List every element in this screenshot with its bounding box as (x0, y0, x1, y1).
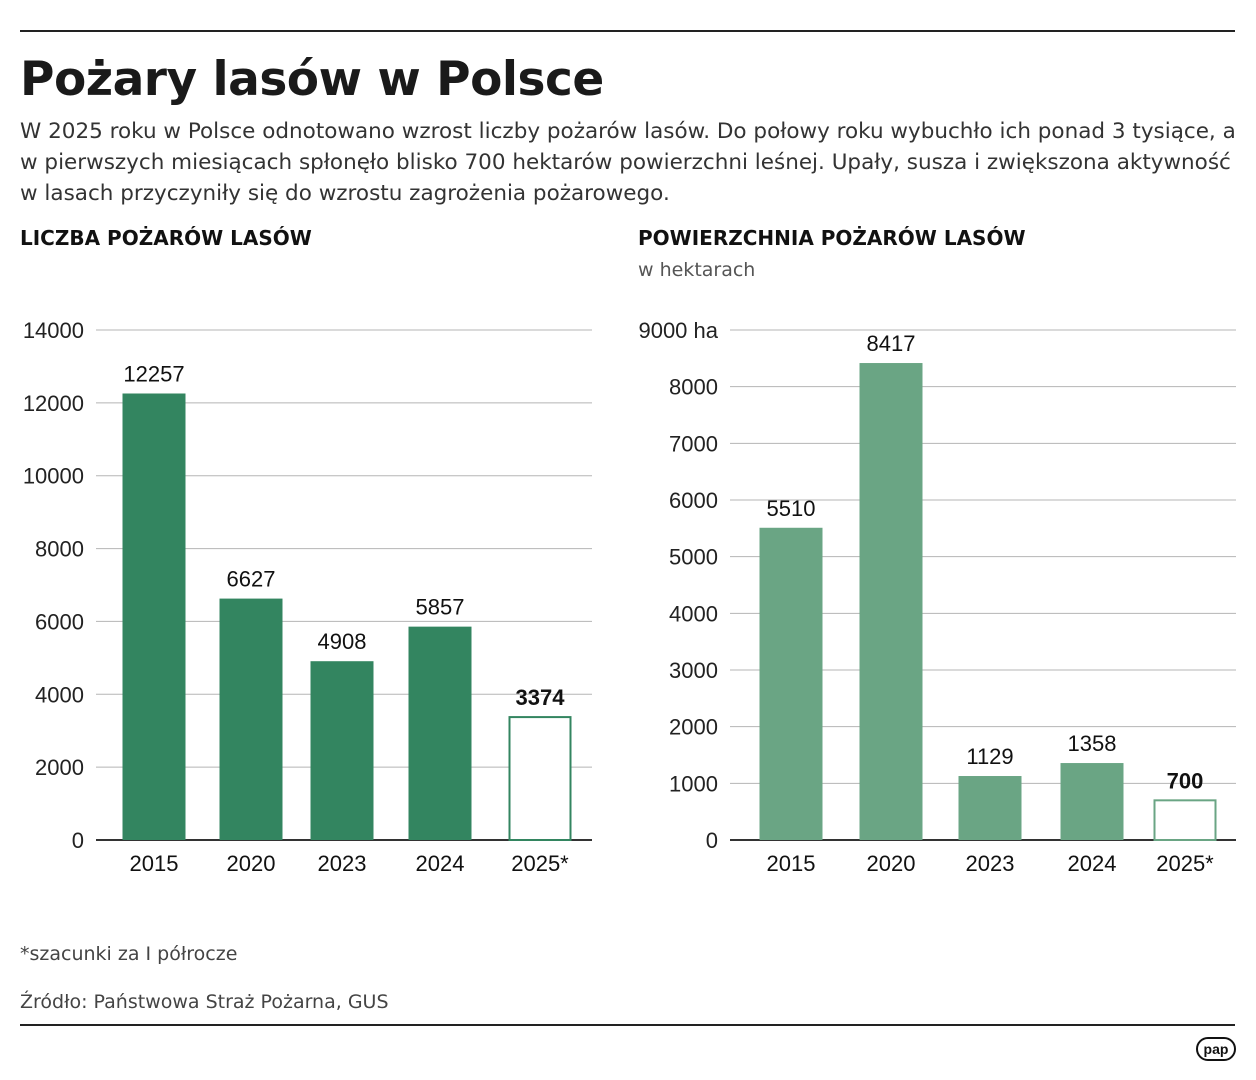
svg-text:pap: pap (1204, 1041, 1229, 1057)
y-tick-label: 0 (706, 828, 718, 853)
footnote: *szacunki za I półrocze (20, 943, 238, 965)
y-tick-label: 12000 (23, 391, 84, 416)
pap-logo: pap (1196, 1037, 1236, 1061)
bottom-rule (20, 1024, 1235, 1026)
data-label: 12257 (123, 361, 184, 386)
x-tick-label: 2020 (867, 851, 916, 876)
y-tick-label: 7000 (669, 431, 718, 456)
x-tick-label: 2024 (416, 851, 465, 876)
data-label: 3374 (516, 685, 566, 710)
x-tick-label: 2015 (130, 851, 179, 876)
bar (759, 527, 823, 840)
data-label: 4908 (318, 629, 367, 654)
y-tick-label: 2000 (669, 715, 718, 740)
bar (958, 776, 1022, 840)
data-label: 5510 (767, 496, 816, 521)
y-tick-label: 2000 (35, 755, 84, 780)
x-tick-label: 2020 (227, 851, 276, 876)
bar (122, 393, 186, 840)
x-tick-label: 2025* (1156, 851, 1214, 876)
data-label: 6627 (227, 567, 276, 592)
x-tick-label: 2025* (511, 851, 569, 876)
burned-area-chart: 0 1000 2000 3000 4000 5000 6000 7000 8000 9000 ha… (638, 318, 1236, 876)
y-tick-label: 9000 ha (638, 318, 718, 343)
fires-count-chart: 0 2000 4000 6000 8000 10000 12000 14000 12257 201… (23, 318, 592, 876)
y-tick-label: 3000 (669, 658, 718, 683)
y-tick-label: 8000 (35, 537, 84, 562)
x-tick-label: 2023 (318, 851, 367, 876)
bar (859, 363, 923, 840)
x-tick-label: 2015 (767, 851, 816, 876)
bar (310, 661, 374, 840)
y-tick-label: 1000 (669, 771, 718, 796)
page-title: Pożary lasów w Polsce (20, 52, 604, 107)
data-label: 1358 (1068, 731, 1117, 756)
data-label: 5857 (416, 595, 465, 620)
y-tick-label: 8000 (669, 375, 718, 400)
y-tick-label: 6000 (35, 609, 84, 634)
bar (508, 716, 572, 842)
data-label: 700 (1167, 768, 1204, 793)
y-tick-label: 6000 (669, 488, 718, 513)
bar (408, 626, 472, 840)
source-text: Źródło: Państwowa Straż Pożarna, GUS (20, 991, 389, 1013)
bar (1060, 763, 1124, 840)
y-tick-label: 4000 (35, 682, 84, 707)
left-chart-title: LICZBA POŻARÓW LASÓW (20, 226, 312, 250)
x-tick-label: 2023 (966, 851, 1015, 876)
y-tick-label: 5000 (669, 545, 718, 570)
lead-text: W 2025 roku w Polsce odnotowano wzrost l… (20, 119, 1236, 206)
bar (1153, 799, 1217, 841)
right-chart-subtitle: w hektarach (638, 259, 756, 281)
y-tick-label: 0 (72, 828, 84, 853)
top-rule (20, 30, 1235, 32)
y-tick-label: 14000 (23, 318, 84, 343)
data-label: 1129 (966, 744, 1013, 769)
right-chart-title: POWIERZCHNIA POŻARÓW LASÓW (638, 226, 1026, 250)
y-tick-label: 4000 (669, 601, 718, 626)
bar (219, 598, 283, 840)
y-tick-label: 10000 (23, 464, 84, 489)
data-label: 8417 (867, 331, 916, 356)
x-tick-label: 2024 (1068, 851, 1117, 876)
